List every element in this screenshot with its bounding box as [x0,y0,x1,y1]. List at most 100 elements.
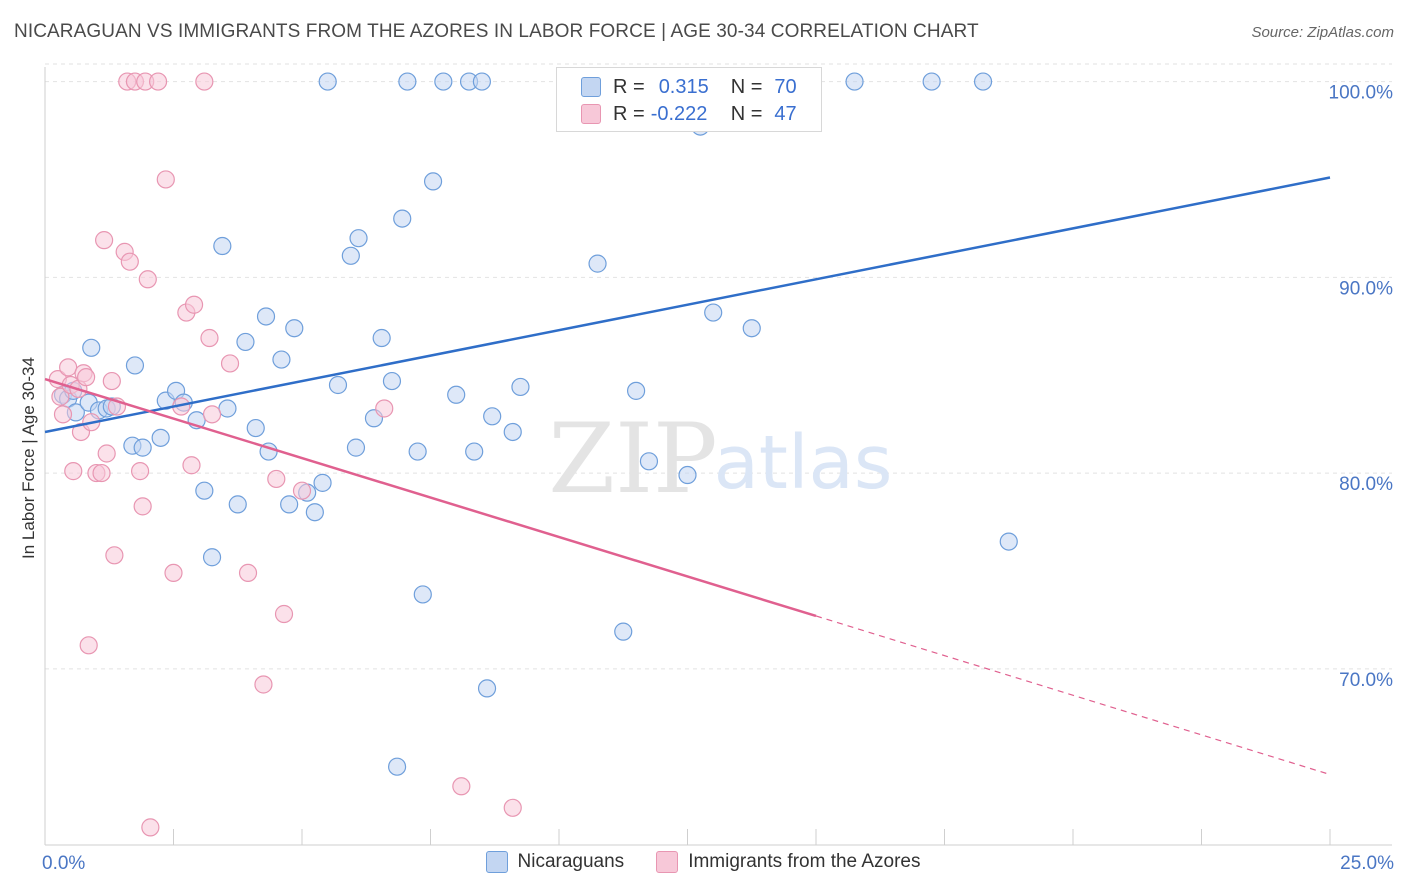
data-point [999,532,1018,551]
x-tick-label-max: 25.0% [1340,853,1394,874]
data-point [105,546,124,565]
data-point [218,399,237,418]
legend-row-nicaraguans: R = 0.315 N = 70 [581,75,797,99]
data-point [79,636,98,655]
data-point [102,371,121,391]
data-point [95,231,114,250]
data-point [97,444,116,463]
data-point [452,777,471,796]
chart-title: NICARAGUAN VS IMMIGRANTS FROM THE AZORES… [14,21,979,42]
data-point [236,332,255,352]
data-point [51,387,70,406]
data-point [614,622,633,641]
legend-n-value: 47 [774,102,797,125]
data-point [973,72,993,91]
data-point [346,438,366,457]
y-axis-title: In Labor Force | Age 30-34 [19,357,38,559]
watermark: ZIP atlas [548,403,892,515]
legend-n-label: N = [730,75,763,98]
legend-n-value: 70 [774,75,797,98]
data-point [133,497,152,516]
data-point [274,604,294,624]
data-point [328,375,348,395]
axes [44,67,1392,846]
legend-r-label: R = [613,102,645,125]
data-point [164,563,183,583]
data-point [195,481,214,500]
correlation-legend: R = 0.315 N = 70 R = -0.222 N = 47 [556,67,822,132]
data-point [305,503,324,522]
data-point [372,328,391,348]
data-point [138,270,157,289]
watermark-atlas: atlas [714,420,893,506]
data-point [588,254,607,273]
series-points [48,72,1018,837]
data-point [393,209,412,228]
data-point [387,757,407,776]
data-point [465,442,484,461]
data-point [626,381,646,400]
data-point [59,358,78,377]
data-point [267,469,286,489]
data-point [272,350,291,369]
data-point [341,246,360,265]
data-point [254,675,273,694]
data-point [434,72,453,91]
data-point [511,377,530,397]
data-point [200,328,219,348]
legend-item-nicaraguans[interactable]: Nicaraguans [485,851,625,873]
data-point [742,319,761,338]
data-point [120,252,139,271]
data-point [503,798,522,817]
data-point [238,563,258,583]
data-point [53,405,73,424]
data-point [477,679,497,698]
legend-n-label: N = [730,102,763,125]
data-point [220,354,240,373]
data-point [472,72,491,91]
data-point [503,422,522,442]
data-point [195,72,214,91]
data-point [704,303,723,322]
data-point [133,438,152,457]
data-point [845,72,864,91]
data-point [156,170,175,189]
y-tick-label: 90.0% [1339,278,1393,299]
data-point [423,172,443,191]
trend-line-azores [44,377,817,618]
data-point [202,405,222,424]
data-point [382,371,402,391]
data-point [375,399,394,418]
data-point [141,818,160,837]
data-point [246,418,265,438]
data-point [82,338,101,357]
data-point [408,442,427,461]
data-point [413,585,432,604]
data-point [280,495,299,514]
legend-swatch-azores [656,851,679,873]
data-point [922,72,941,91]
legend-label-nicaraguans: Nicaraguans [517,851,625,872]
data-point [202,548,222,567]
data-point [151,428,170,447]
legend-swatch-nicaraguans [485,851,508,873]
y-tick-label: 70.0% [1339,670,1393,691]
legend-label-azores: Immigrants from the Azores [688,851,921,872]
data-point [678,465,697,485]
y-tick-label: 80.0% [1339,474,1393,495]
legend-row-azores: R = -0.222 N = 47 [581,102,797,126]
data-point [213,236,232,256]
data-point [64,462,83,481]
trend-line-nicaraguans [44,176,1331,434]
legend-r-label: R = [613,75,645,98]
trend-lines [44,176,1331,776]
trend-line-extension-azores [815,615,1331,776]
x-tick-label-min: 0.0% [42,853,85,874]
data-point [447,385,466,404]
data-point [292,481,312,500]
legend-item-azores[interactable]: Immigrants from the Azores [656,851,920,873]
data-point [483,407,502,426]
legend-swatch-blue [581,77,601,97]
data-point [125,356,145,375]
